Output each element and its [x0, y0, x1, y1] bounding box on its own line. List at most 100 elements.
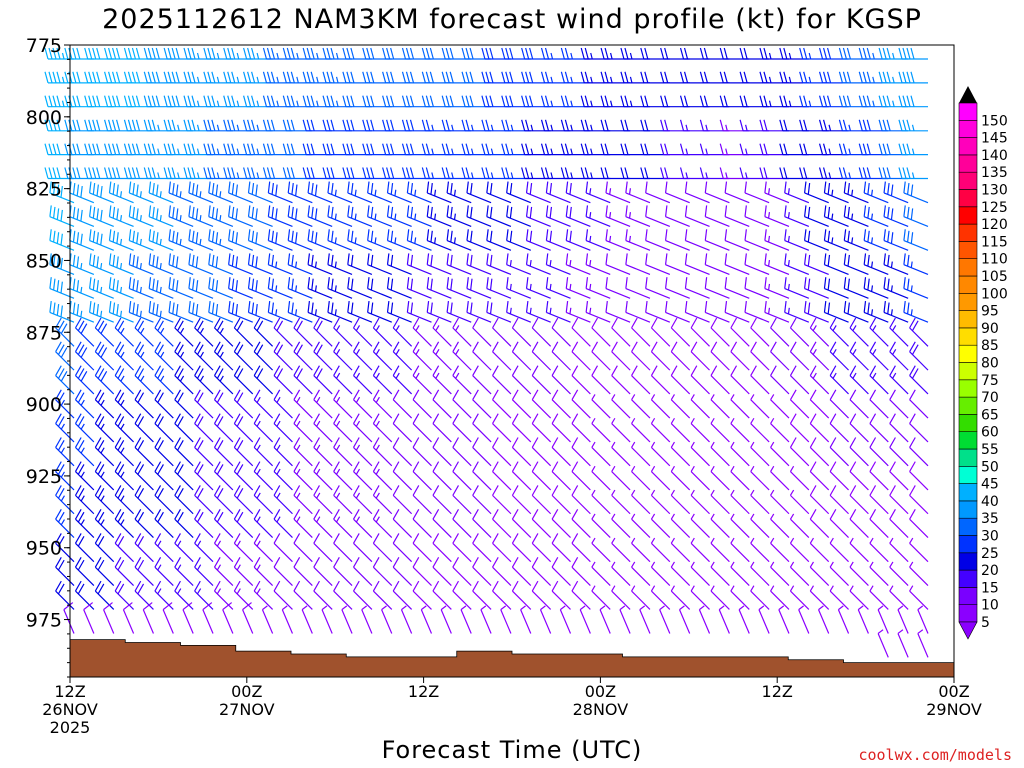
- wind-barb: [253, 317, 274, 347]
- wind-barb: [74, 317, 95, 347]
- wind-barb: [625, 277, 651, 299]
- wind-barb: [253, 533, 274, 563]
- wind-barb: [372, 533, 393, 563]
- wind-barb: [412, 389, 432, 419]
- wind-barb: [233, 413, 254, 443]
- wind-barb: [213, 461, 234, 491]
- wind-barb: [243, 143, 273, 156]
- colorbar-swatch: [958, 362, 978, 381]
- wind-barb: [466, 253, 492, 276]
- wind-barb: [670, 341, 691, 371]
- wind-barb: [650, 561, 671, 586]
- wind-barb: [631, 489, 651, 515]
- wind-barb: [174, 317, 194, 347]
- wind-barb: [670, 513, 691, 539]
- wind-barb: [650, 441, 671, 467]
- wind-barb: [909, 341, 929, 371]
- wind-barb: [84, 119, 114, 132]
- wind-barb: [631, 341, 651, 371]
- wind-barb: [545, 229, 571, 251]
- wind-barb: [719, 167, 750, 180]
- wind-barb: [333, 389, 353, 419]
- wind-barb: [611, 317, 631, 347]
- wind-barb: [426, 253, 452, 276]
- wind-barb: [446, 253, 472, 276]
- wind-barb: [163, 119, 194, 132]
- wind-barb: [909, 365, 929, 395]
- wind-barb: [551, 413, 571, 443]
- wind-barb: [869, 413, 889, 443]
- wind-barb: [486, 181, 512, 204]
- x-tick-label: 29NOV: [926, 700, 982, 719]
- wind-barb: [690, 394, 710, 419]
- wind-barb: [803, 277, 829, 299]
- wind-barb: [233, 485, 254, 515]
- wind-barb: [89, 301, 114, 323]
- wind-barb: [591, 561, 611, 586]
- wind-barb: [909, 537, 929, 563]
- wind-barb: [724, 205, 750, 228]
- wind-barb: [869, 561, 889, 586]
- colorbar-swatch: [958, 483, 978, 502]
- colorbar-swatch: [958, 223, 978, 242]
- wind-barb: [849, 537, 869, 563]
- wind-barb: [372, 389, 393, 419]
- wind-barb: [307, 301, 333, 323]
- wind-barb: [571, 341, 591, 371]
- wind-barb: [143, 167, 174, 180]
- wind-barb: [869, 341, 889, 371]
- wind-barb: [531, 389, 552, 419]
- wind-barb: [611, 441, 631, 467]
- wind-barb: [472, 317, 492, 347]
- wind-barb: [281, 605, 294, 634]
- y-tick-label: 900: [26, 394, 62, 416]
- wind-barb: [367, 181, 392, 204]
- colorbar-swatch: [958, 569, 978, 588]
- wind-barb: [631, 465, 651, 491]
- wind-barb: [472, 556, 492, 586]
- wind-barb: [293, 461, 313, 491]
- wind-barb: [492, 317, 512, 347]
- wind-barb: [412, 461, 432, 491]
- wind-barb: [631, 513, 651, 539]
- wind-barb: [452, 461, 472, 491]
- wind-barb: [472, 389, 492, 419]
- wind-barb: [287, 301, 313, 323]
- wind-barb: [313, 580, 333, 610]
- colorbar-swatch: [958, 344, 978, 363]
- wind-barb: [353, 317, 373, 347]
- wind-barb: [690, 341, 710, 371]
- wind-barb: [670, 537, 691, 563]
- colorbar-label: 130: [981, 183, 1008, 199]
- wind-barb: [520, 605, 532, 634]
- wind-barb: [55, 341, 75, 371]
- wind-barb: [770, 441, 790, 467]
- x-tick-label: 00Z: [938, 682, 969, 701]
- wind-barb: [108, 301, 134, 323]
- wind-barb: [372, 509, 393, 539]
- wind-barb: [551, 437, 571, 467]
- wind-barb: [809, 485, 830, 515]
- wind-barb: [273, 461, 293, 491]
- wind-barb: [452, 389, 472, 419]
- wind-barb: [353, 580, 373, 610]
- wind-barb: [738, 605, 750, 634]
- wind-barb: [829, 461, 849, 491]
- wind-barb: [863, 229, 889, 251]
- wind-barb: [253, 580, 274, 610]
- wind-barb: [154, 365, 174, 395]
- wind-barb: [213, 413, 234, 443]
- wind-barb: [750, 417, 770, 443]
- wind-barb: [466, 229, 492, 251]
- wind-barb: [650, 341, 671, 371]
- wind-barb: [492, 437, 512, 467]
- wind-barb: [392, 365, 413, 395]
- wind-barb: [440, 605, 452, 634]
- colorbar-swatch: [958, 552, 978, 571]
- wind-barb: [154, 556, 174, 586]
- wind-barb: [492, 461, 512, 491]
- wind-barb: [829, 317, 849, 347]
- wind-barb: [183, 47, 214, 60]
- wind-barb: [545, 205, 571, 228]
